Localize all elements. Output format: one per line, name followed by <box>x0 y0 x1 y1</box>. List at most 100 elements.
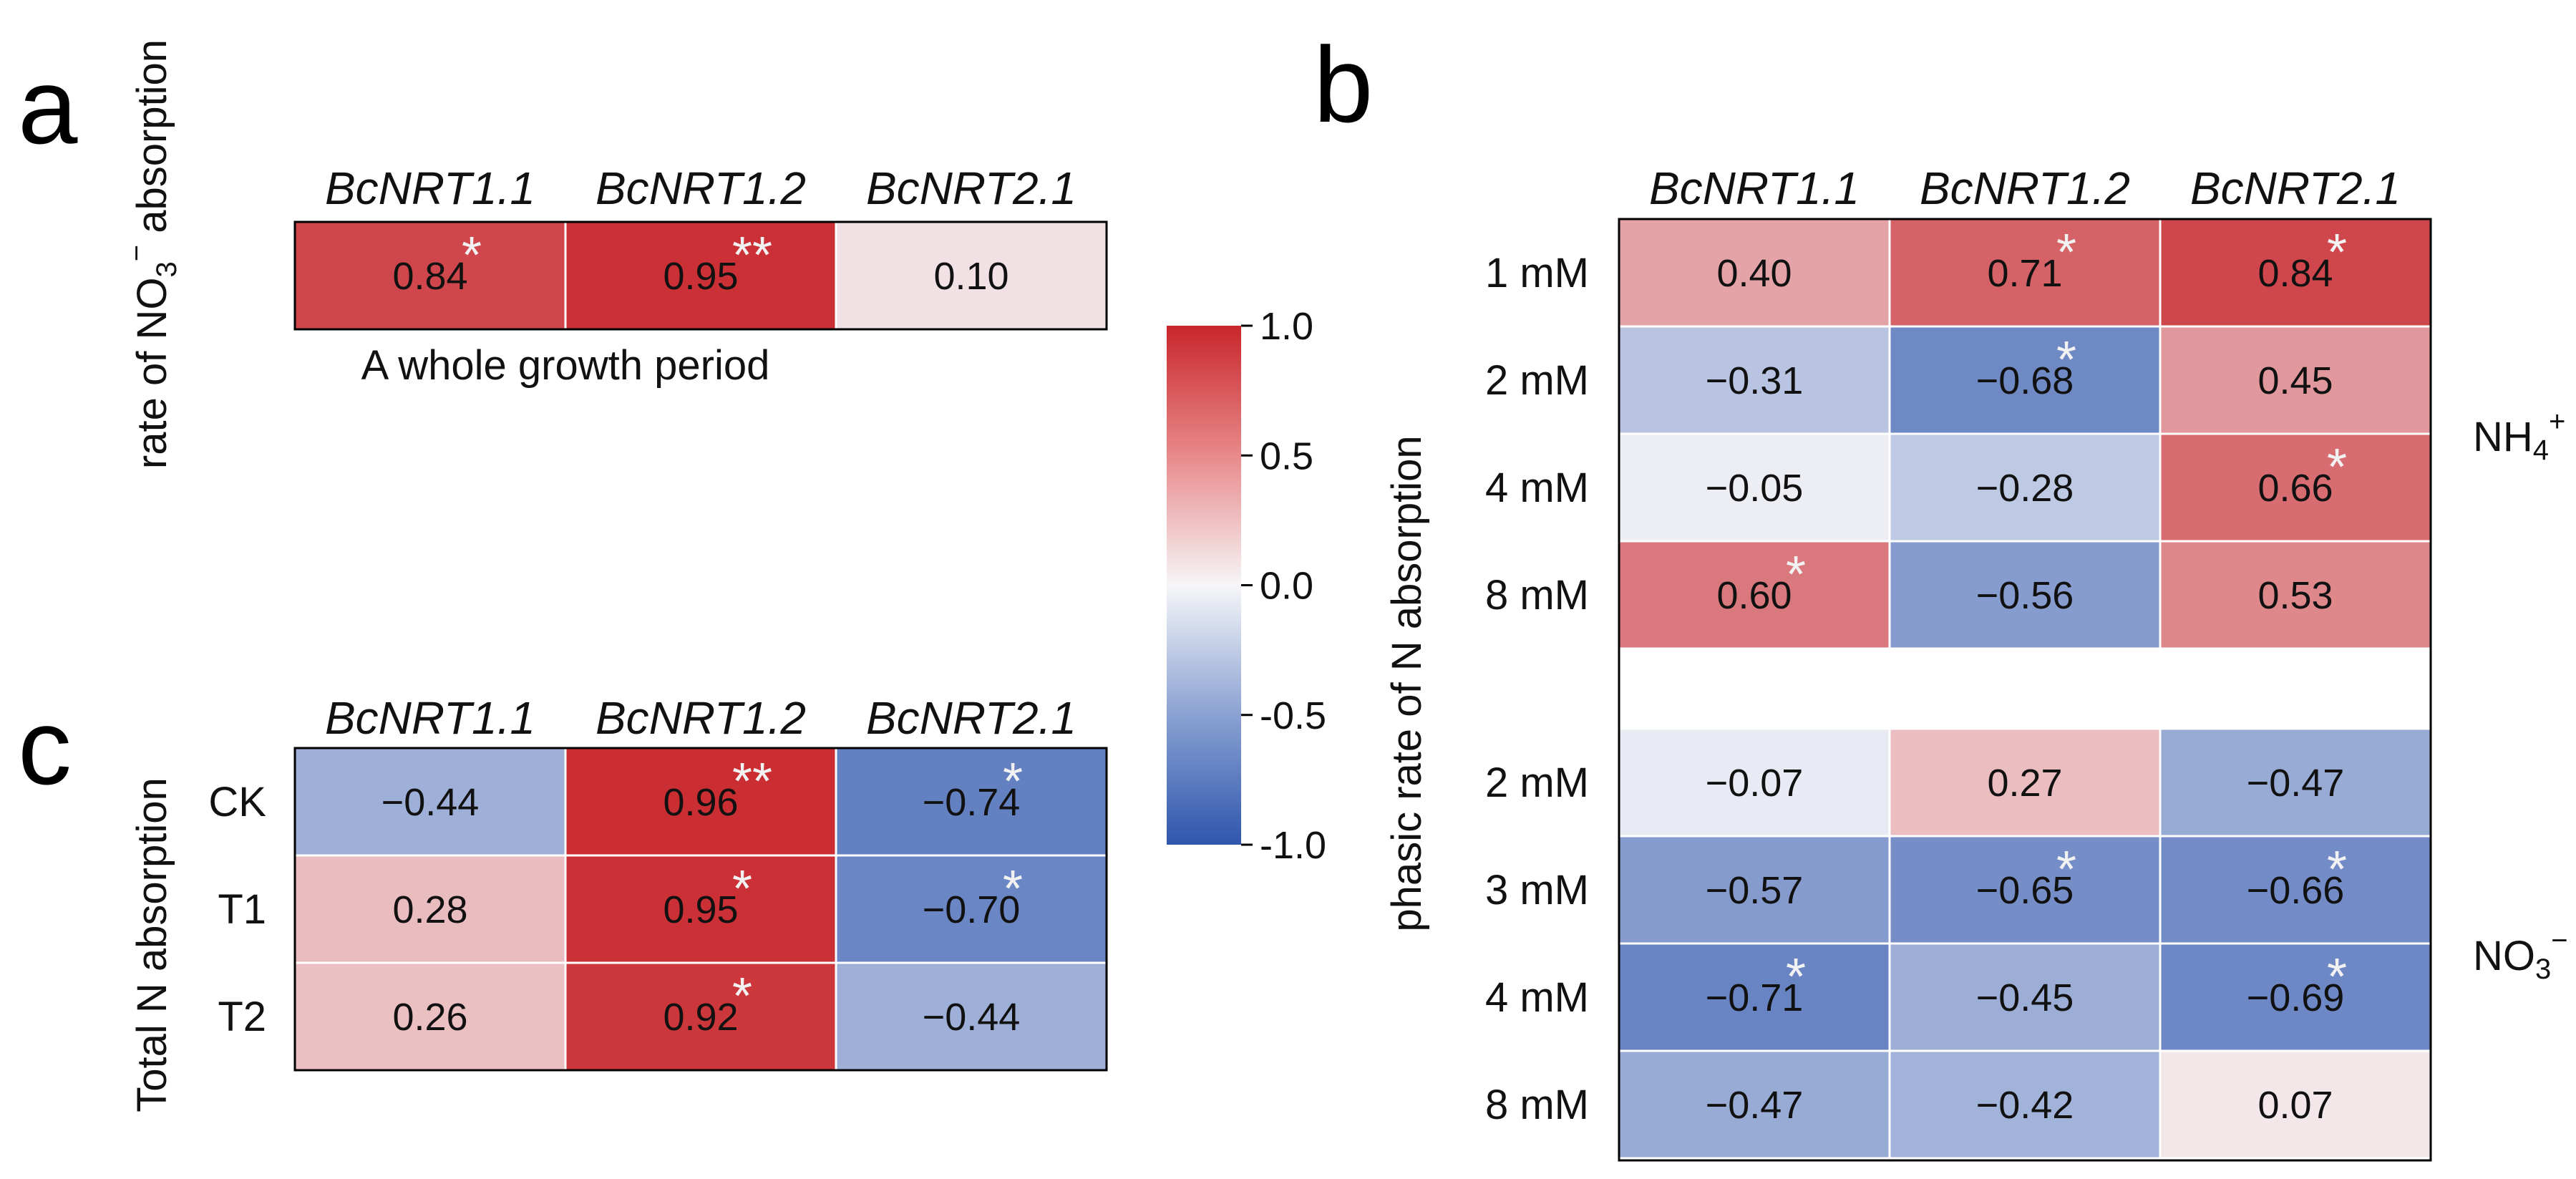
panel-b-nh4-value-label: −0.28 <box>1976 467 2074 510</box>
panel-c-cell <box>835 961 1108 1072</box>
panel-b: phasic rate of N absorption BcNRT1.1 BcNR… <box>1384 162 2568 1162</box>
panel-a-value-label: 0.84 <box>392 255 467 298</box>
panel-c: Total N absorption BcNRT1.1 BcNRT1.2 BcNRT… <box>129 692 1108 1112</box>
panel-c-value-label: −0.44 <box>381 781 480 824</box>
panel-a-frame <box>293 220 1108 331</box>
panel-b-nh4-value-label: −0.56 <box>1976 574 2074 617</box>
panel-b-no3-row-label: 2 mM <box>1485 760 1589 806</box>
panel-b-no3-value-label: −0.69 <box>2247 976 2345 1019</box>
panel-c-value-label: 0.26 <box>392 996 467 1039</box>
panel-c-column-label: BcNRT1.1 <box>325 692 535 744</box>
panel-b-nh4-significance-mark: * <box>2327 224 2347 281</box>
panel-b-no3-significance-mark: * <box>2327 948 2347 1006</box>
panel-b-no3-significance-mark: * <box>2327 841 2347 898</box>
panel-b-no3-cell <box>1618 835 1891 945</box>
panel-b-no3-cell <box>1618 1049 1891 1160</box>
panel-c-cell <box>564 854 837 964</box>
panel-a-cell <box>293 220 567 331</box>
panel-b-nh4-significance-mark: * <box>2327 439 2347 496</box>
panel-c-column-label: BcNRT1.2 <box>596 692 806 744</box>
panel-b-no3-row-label: 4 mM <box>1485 974 1589 1021</box>
panel-b-no3-significance-mark: * <box>2056 841 2076 898</box>
colorbar-tick-label: 0.0 <box>1260 565 1313 608</box>
panel-b-column-label: BcNRT1.1 <box>1649 162 1860 214</box>
panel-b-nh4-value-label: 0.40 <box>1716 252 1792 295</box>
panel-b-no3-value-label: −0.71 <box>1706 976 1804 1019</box>
panel-a-letter: a <box>18 46 78 166</box>
panel-c-significance-mark: * <box>732 860 752 918</box>
panel-b-nh4-cell <box>2159 218 2432 328</box>
group-label-no3: NO3− <box>2473 925 2568 985</box>
colorbar-gradient <box>1167 326 1241 845</box>
colorbar-tick-label: 1.0 <box>1260 305 1313 348</box>
colorbar-tick-label: -1.0 <box>1260 824 1326 867</box>
panel-c-ylabel: Total N absorption <box>129 777 175 1112</box>
panel-b-nh4-cell <box>1618 432 1891 543</box>
panel-b-nh4-significance-mark: * <box>2056 224 2076 281</box>
panel-b-nh4-cell <box>1888 218 2162 328</box>
panel-c-significance-mark: ** <box>732 753 772 810</box>
panel-c-value-label: 0.92 <box>663 996 738 1039</box>
panel-a-cell <box>564 220 837 331</box>
panel-b-nh4-value-label: −0.68 <box>1976 359 2074 402</box>
panel-b-letter: b <box>1313 24 1373 145</box>
panel-c-letter: c <box>18 686 72 807</box>
panel-b-no3-cell <box>2159 1049 2432 1160</box>
panel-b-no3-cell <box>2159 942 2432 1052</box>
panel-a-xlabel: A whole growth period <box>361 342 770 389</box>
panel-c-value-label: 0.28 <box>392 888 467 931</box>
colorbar-tick-label: 0.5 <box>1260 435 1313 477</box>
panel-b-nh4-cell <box>2159 540 2432 650</box>
panel-b-no3-significance-mark: * <box>1786 948 1806 1006</box>
panel-c-value-label: 0.96 <box>663 781 738 824</box>
panel-b-nh4-value-label: −0.31 <box>1706 359 1804 402</box>
panel-b-nh4-cell <box>1888 540 2162 650</box>
panel-b-nh4-value-label: 0.53 <box>2257 574 2333 617</box>
panel-a-significance-mark: * <box>462 227 482 284</box>
panel-c-row-label: CK <box>208 779 266 825</box>
panel-b-frame <box>1618 218 2432 1162</box>
panel-b-nh4-value-label: 0.71 <box>1987 252 2062 295</box>
panel-c-value-label: 0.95 <box>663 888 738 931</box>
colorbar: 1.0 0.5 0.0 -0.5 -1.0 <box>1167 305 1326 867</box>
panel-b-no3-value-label: 0.07 <box>2257 1084 2333 1127</box>
panel-b-ylabel: phasic rate of N absorption <box>1384 435 1430 931</box>
panel-b-no3-value-label: −0.42 <box>1976 1084 2074 1127</box>
panel-b-nh4-row-label: 8 mM <box>1485 572 1589 618</box>
panel-c-significance-mark: * <box>1003 753 1023 810</box>
panel-c-value-label: −0.74 <box>923 781 1021 824</box>
panel-b-no3-cell <box>1618 727 1891 838</box>
panel-a-column-label: BcNRT1.1 <box>325 162 535 214</box>
panel-a-column-label: BcNRT1.2 <box>596 162 806 214</box>
panel-b-no3-value-label: 0.27 <box>1987 762 2062 805</box>
panel-b-no3-value-label: −0.47 <box>2247 762 2345 805</box>
panel-b-no3-value-label: −0.66 <box>2247 869 2345 912</box>
panel-b-no3-value-label: −0.47 <box>1706 1084 1804 1127</box>
panel-a-value-label: 0.10 <box>933 255 1008 298</box>
panel-b-column-label: BcNRT1.2 <box>1920 162 2130 214</box>
group-label-nh4: NH4+ <box>2473 406 2565 466</box>
panel-a-significance-mark: ** <box>732 227 772 284</box>
panel-b-no3-cell <box>1888 835 2162 945</box>
panel-b-no3-cell <box>1888 942 2162 1052</box>
panel-a-value-label: 0.95 <box>663 255 738 298</box>
panel-c-row-label: T2 <box>218 994 266 1040</box>
panel-b-nh4-significance-mark: * <box>2056 331 2076 389</box>
panel-b-no3-value-label: −0.65 <box>1976 869 2074 912</box>
panel-b-no3-value-label: −0.57 <box>1706 869 1804 912</box>
panel-c-row-label: T1 <box>218 886 266 933</box>
panel-b-no3-value-label: −0.07 <box>1706 762 1804 805</box>
panel-c-value-label: −0.70 <box>923 888 1021 931</box>
panel-b-nh4-value-label: 0.45 <box>2257 359 2333 402</box>
panel-b-nh4-value-label: −0.05 <box>1706 467 1804 510</box>
panel-b-nh4-significance-mark: * <box>1786 546 1806 603</box>
panel-b-no3-cell <box>1888 727 2162 838</box>
panel-c-value-label: −0.44 <box>923 996 1021 1039</box>
panel-c-frame <box>293 747 1108 1072</box>
panel-b-no3-value-label: −0.45 <box>1976 976 2074 1019</box>
panel-c-cell <box>293 854 567 964</box>
panel-b-nh4-row-label: 1 mM <box>1485 250 1589 296</box>
panel-a: rate of NO3− absorption BcNRT1.1 BcNRT1.2… <box>121 39 1108 469</box>
panel-b-nh4-row-label: 2 mM <box>1485 357 1589 404</box>
